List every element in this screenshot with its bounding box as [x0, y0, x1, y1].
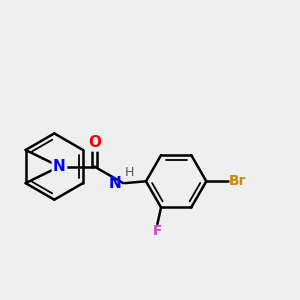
- Text: O: O: [88, 135, 101, 150]
- Text: N: N: [53, 159, 66, 174]
- Text: F: F: [153, 224, 162, 238]
- Text: Br: Br: [228, 174, 246, 188]
- Text: H: H: [124, 166, 134, 179]
- Text: N: N: [109, 176, 122, 190]
